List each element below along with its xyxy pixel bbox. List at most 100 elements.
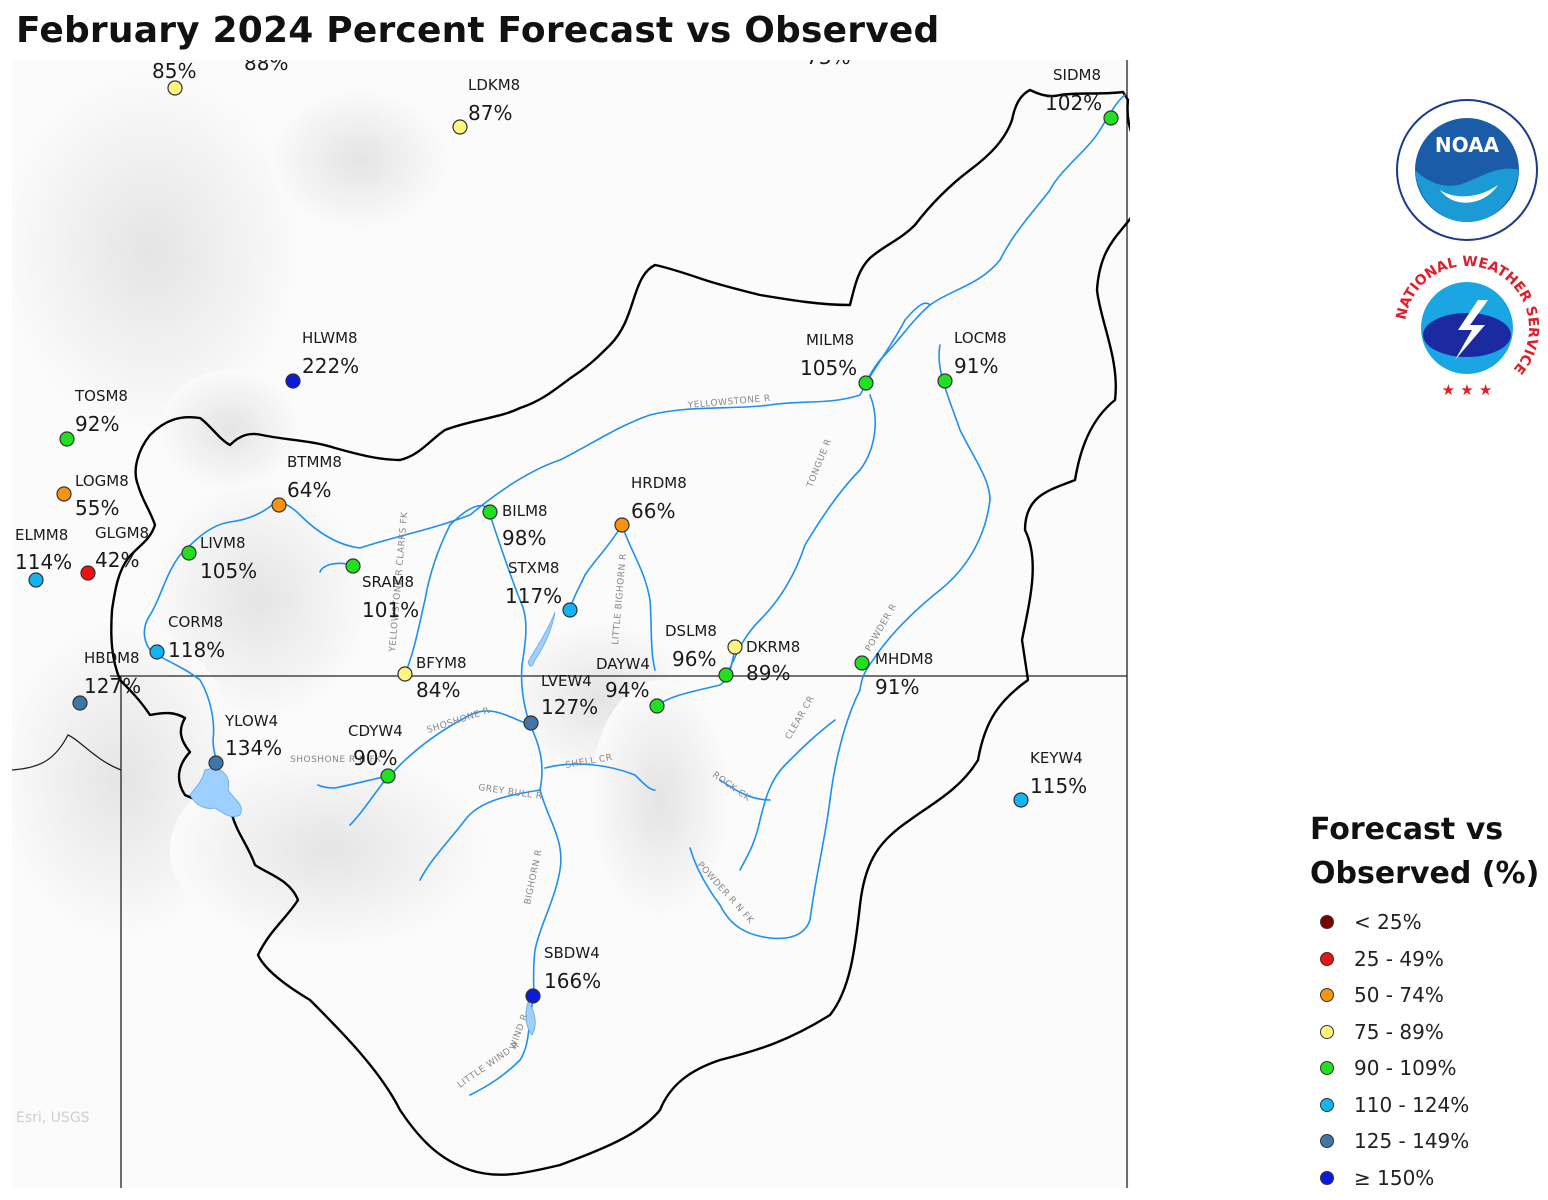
station-percent: 92% xyxy=(75,412,119,436)
river-little-bighorn xyxy=(621,524,656,671)
station-marker[interactable] xyxy=(167,80,183,96)
legend-label: 125 - 149% xyxy=(1354,1129,1470,1154)
station-percent: 87% xyxy=(468,101,512,125)
station-bfym8[interactable]: BFYM8 84% xyxy=(397,654,467,702)
station-marker[interactable] xyxy=(525,988,541,1004)
station-keyw4[interactable]: KEYW4 115% xyxy=(1013,749,1087,808)
station-locm8[interactable]: LOCM8 91% xyxy=(937,329,1007,389)
map-frame[interactable]: YELLOWSTONE R TONGUE R POWDER R BIGHORN … xyxy=(12,60,1130,1188)
station-marker[interactable] xyxy=(858,375,874,391)
station-marker[interactable] xyxy=(727,639,743,655)
station-dslm8[interactable]: DSLM8 96% xyxy=(665,622,734,683)
station-glgm8[interactable]: GLGM8 42% xyxy=(80,524,149,581)
station-marker[interactable] xyxy=(271,497,287,513)
station-marker[interactable] xyxy=(56,486,72,502)
station-unnamed-0[interactable]: 85% xyxy=(152,60,196,96)
station-id: LOCM8 xyxy=(954,329,1007,347)
legend-item: 50 - 74% xyxy=(1310,977,1540,1014)
station-hbdm8[interactable]: HBDM8 127% xyxy=(72,649,141,711)
station-ldkm8[interactable]: LDKM8 87% xyxy=(452,76,520,135)
station-id: SBDW4 xyxy=(544,944,600,962)
station-marker[interactable] xyxy=(59,431,75,447)
station-ylow4[interactable]: YLOW4 134% xyxy=(208,712,282,771)
station-id: MILM8 xyxy=(806,331,854,349)
station-marker[interactable] xyxy=(937,373,953,389)
station-percent: 88% xyxy=(244,60,288,75)
station-marker[interactable] xyxy=(208,755,224,771)
station-marker[interactable] xyxy=(614,517,630,533)
river-tongue xyxy=(729,394,876,669)
station-tosm8[interactable]: TOSM8 92% xyxy=(59,387,128,447)
river-clarks-fk xyxy=(404,504,491,675)
station-livm8[interactable]: LIVM8 105% xyxy=(181,534,257,583)
agency-logos: NOAA ★ ★ ★ NATIONAL WEATHER SERVICE xyxy=(1393,99,1540,400)
station-hrdm8[interactable]: HRDM8 66% xyxy=(614,474,687,533)
legend-swatch xyxy=(1320,951,1334,966)
legend-swatch xyxy=(1320,915,1334,930)
noaa-logo-text: NOAA xyxy=(1435,133,1500,157)
station-id: MHDM8 xyxy=(875,650,933,668)
station-marker[interactable] xyxy=(649,698,665,714)
station-percent: 115% xyxy=(1030,774,1087,798)
river-label: TONGUE R xyxy=(805,437,834,490)
station-marker[interactable] xyxy=(380,768,396,784)
legend-swatch xyxy=(1320,1024,1334,1039)
legend-swatch xyxy=(1320,988,1334,1003)
station-id: SRAM8 xyxy=(362,573,414,591)
legend-swatch xyxy=(1320,1097,1334,1112)
station-hlwm8[interactable]: HLWM8 222% xyxy=(285,329,359,389)
station-marker[interactable] xyxy=(482,504,498,520)
station-marker[interactable] xyxy=(181,545,197,561)
station-marker[interactable] xyxy=(397,666,413,682)
station-marker[interactable] xyxy=(1013,792,1029,808)
legend-items: < 25% 25 - 49% 50 - 74% 75 - 89% 90 - 109% 11… xyxy=(1310,904,1540,1196)
station-id: CORM8 xyxy=(168,613,223,631)
station-marker[interactable] xyxy=(523,715,539,731)
station-percent: 101% xyxy=(362,598,419,622)
station-marker[interactable] xyxy=(718,667,734,683)
station-marker[interactable] xyxy=(28,572,44,588)
station-marker[interactable] xyxy=(345,558,361,574)
station-sidm8[interactable]: SIDM8 102% xyxy=(1045,66,1119,126)
station-stxm8[interactable]: STXM8 117% xyxy=(505,559,578,618)
station-id: LIVM8 xyxy=(200,534,246,552)
station-marker[interactable] xyxy=(452,119,468,135)
station-logm8[interactable]: LOGM8 55% xyxy=(56,472,129,520)
station-id: HLWM8 xyxy=(302,329,358,347)
station-percent: 98% xyxy=(502,526,546,550)
station-dayw4[interactable]: DAYW4 94% xyxy=(596,655,665,714)
station-percent: 66% xyxy=(631,499,675,523)
station-sbdw4[interactable]: SBDW4 166% xyxy=(525,944,601,1004)
station-percent: 127% xyxy=(541,695,598,719)
station-milm8[interactable]: MILM8 105% xyxy=(800,331,874,391)
station-percent: 73% xyxy=(806,60,850,69)
river-label: BIGHORN R xyxy=(523,849,544,906)
river-label: POWDER R xyxy=(864,602,899,653)
station-marker[interactable] xyxy=(854,655,870,671)
station-marker[interactable] xyxy=(80,565,96,581)
station-unnamed-1[interactable]: 88% xyxy=(244,60,288,75)
station-marker[interactable] xyxy=(285,373,301,389)
yellowstone-lake xyxy=(189,768,242,817)
station-id: LVEW4 xyxy=(541,672,592,690)
station-btmm8[interactable]: BTMM8 64% xyxy=(271,453,342,513)
station-cdyw4[interactable]: CDYW4 90% xyxy=(348,722,403,784)
station-unnamed-2[interactable]: 73% xyxy=(806,60,850,69)
station-corm8[interactable]: CORM8 118% xyxy=(149,613,225,662)
station-marker[interactable] xyxy=(72,695,88,711)
station-marker[interactable] xyxy=(149,644,165,660)
noaa-logo: NOAA xyxy=(1396,99,1538,241)
river-dayw4 xyxy=(656,647,736,707)
station-elmm8[interactable]: ELMM8 114% xyxy=(15,526,72,588)
station-bilm8[interactable]: BILM8 98% xyxy=(482,502,548,550)
station-marker[interactable] xyxy=(1103,110,1119,126)
station-sram8[interactable]: SRAM8 101% xyxy=(345,558,419,622)
station-marker[interactable] xyxy=(562,602,578,618)
page-title: February 2024 Percent Forecast vs Observ… xyxy=(16,10,940,51)
station-percent: 102% xyxy=(1045,91,1102,115)
station-percent: 42% xyxy=(95,548,139,572)
station-dkrm8[interactable]: DKRM8 89% xyxy=(727,638,800,685)
station-lvew4[interactable]: LVEW4 127% xyxy=(523,672,598,731)
river-milm8-north xyxy=(865,302,931,384)
station-mhdm8[interactable]: MHDM8 91% xyxy=(854,650,933,699)
